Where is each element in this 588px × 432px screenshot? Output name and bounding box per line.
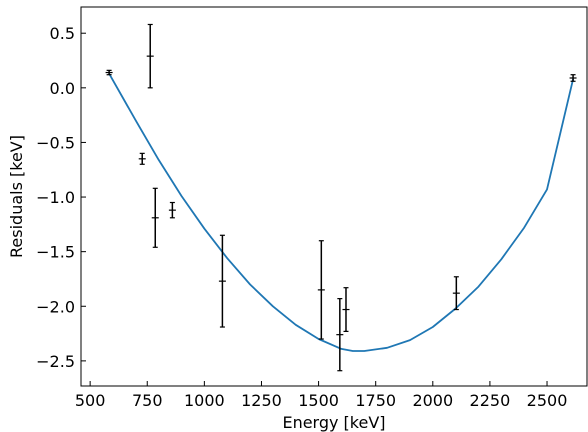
data-point: [139, 153, 146, 164]
x-tick-label: 1750: [355, 391, 396, 410]
x-axis-label: Energy [keV]: [282, 413, 385, 432]
x-tick-label: 1500: [298, 391, 339, 410]
data-point: [169, 203, 176, 218]
y-axis-label: Residuals [keV]: [7, 135, 26, 258]
x-tick-label: 750: [132, 391, 163, 410]
x-tick-label: 2250: [470, 391, 511, 410]
fit-curve-layer: [109, 74, 573, 351]
y-tick-label: 0.0: [50, 79, 75, 98]
x-tick-label: 2500: [527, 391, 568, 410]
x-tick-label: 2000: [412, 391, 453, 410]
y-tick-label: −0.5: [36, 133, 75, 152]
data-point: [336, 299, 343, 371]
y-tick-label: −1.0: [36, 188, 75, 207]
data-point: [147, 24, 154, 87]
data-points-layer: [106, 24, 577, 370]
x-tick-label: 1250: [241, 391, 282, 410]
data-point: [106, 70, 113, 74]
x-tick-label: 500: [75, 391, 106, 410]
y-tick-label: −1.5: [36, 243, 75, 262]
data-point: [342, 288, 349, 332]
y-tick-label: −2.5: [36, 352, 75, 371]
data-point: [152, 188, 159, 247]
data-point: [570, 75, 577, 82]
data-point: [318, 241, 325, 339]
fit-curve: [109, 74, 573, 351]
ticks-layer: 500 750 1000 1250 1500 1750 2000 2250 2500 0.5 0.0…: [36, 24, 567, 410]
plot-frame: [81, 7, 587, 386]
x-tick-label: 1000: [184, 391, 225, 410]
y-tick-label: 0.5: [50, 24, 75, 43]
y-tick-label: −2.0: [36, 297, 75, 316]
